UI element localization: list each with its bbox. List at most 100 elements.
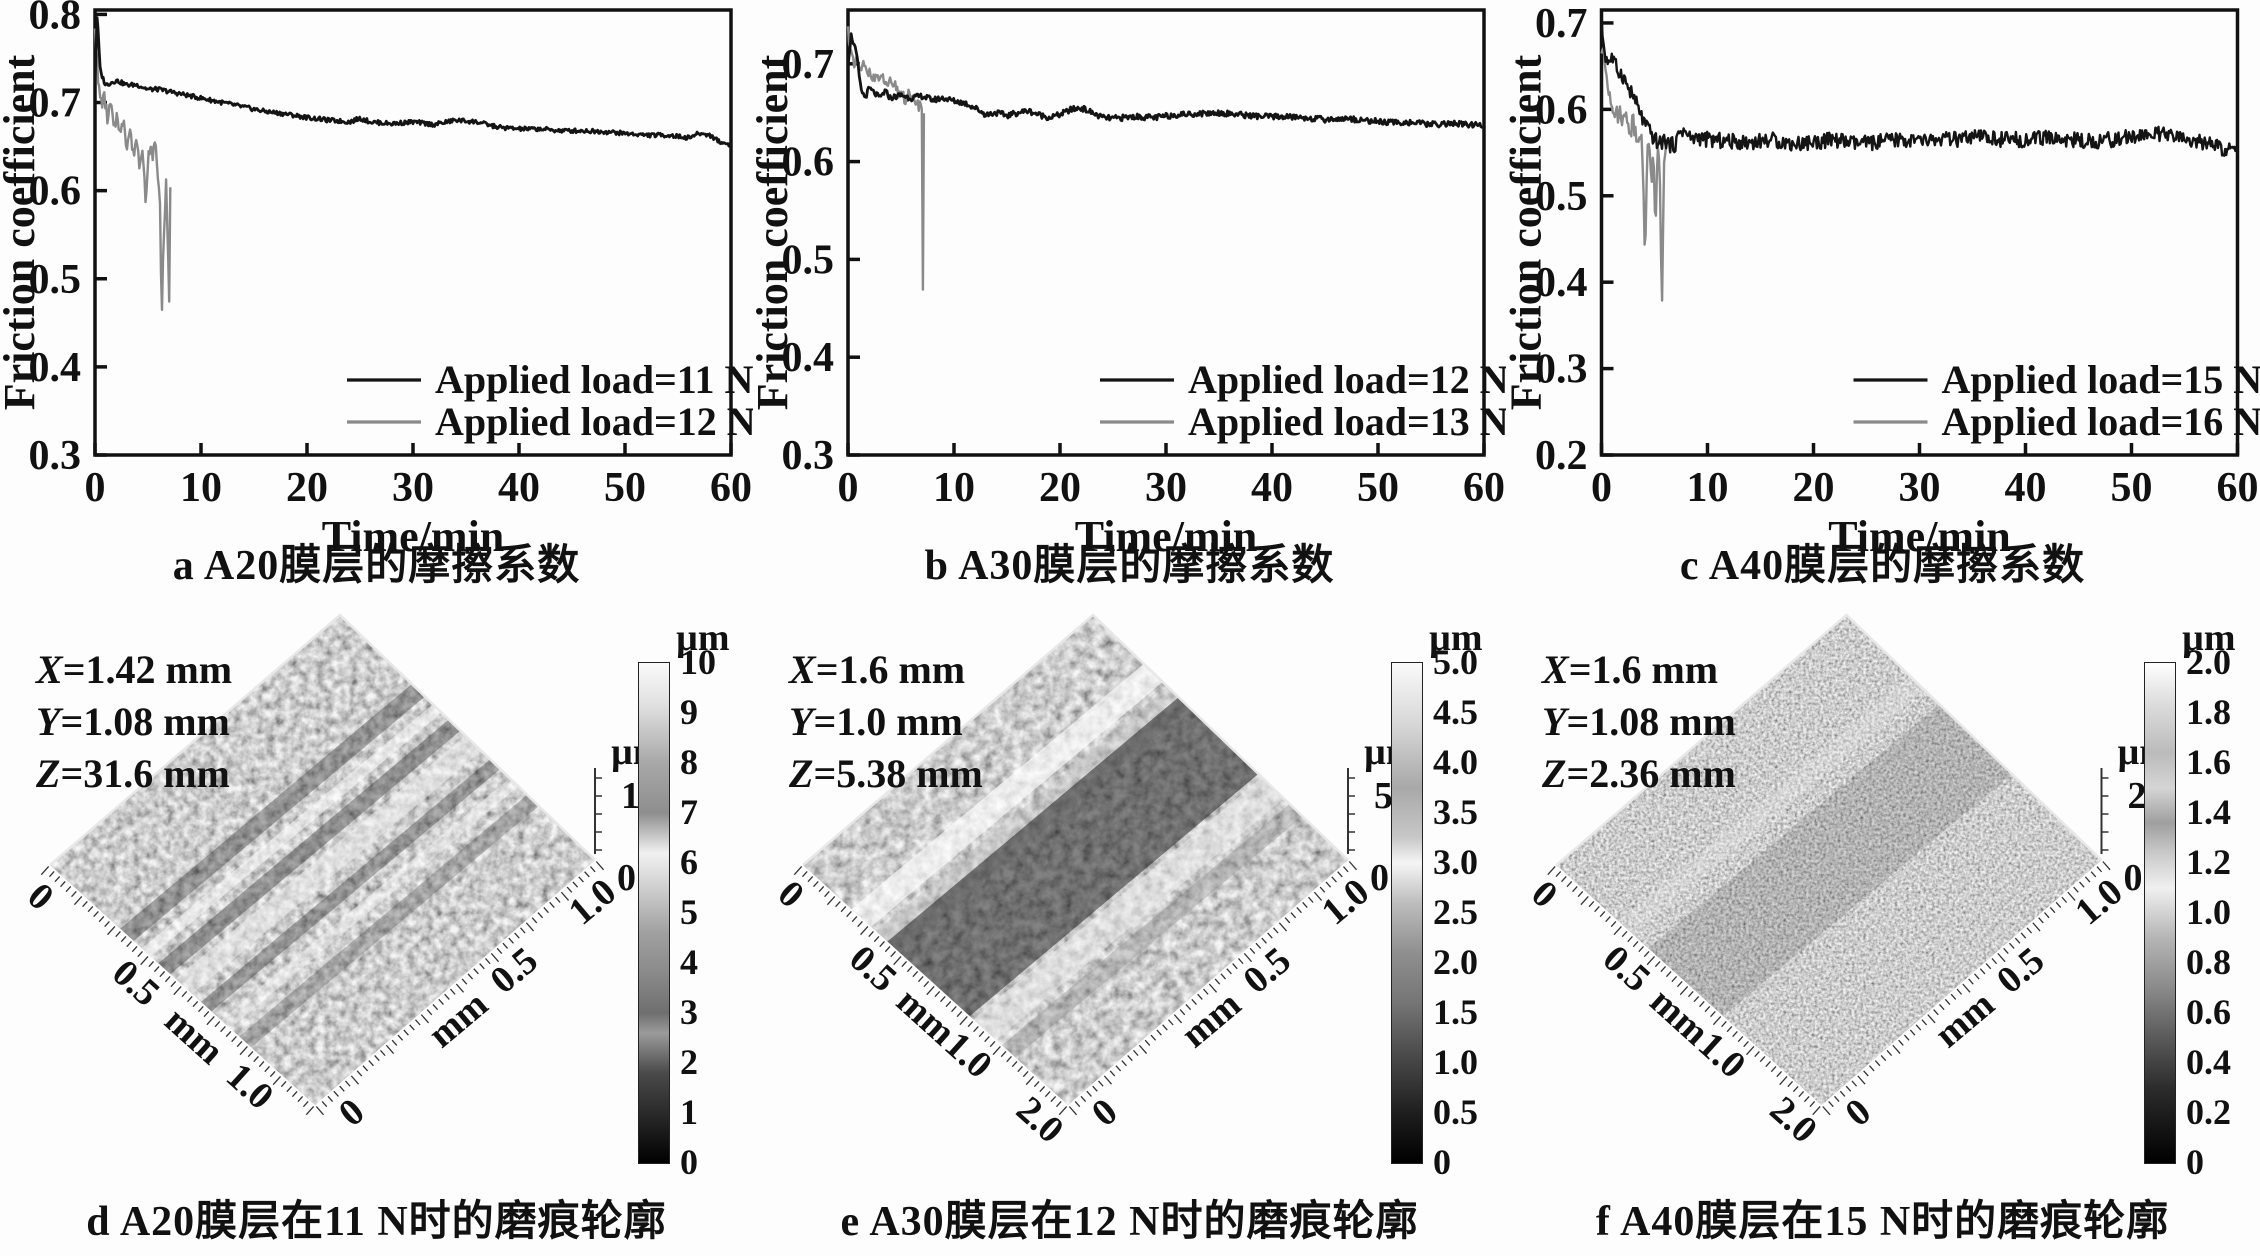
colorbar-f: µm 2.0 1.8 1.6 1.4 1.2 1.0 0.8 0.6 0.4 0.2 0 (2144, 616, 2259, 1182)
colorbar-gradient (1391, 662, 1423, 1164)
dimension-z: Z=5.38 mm (789, 751, 983, 796)
z-axis-max: 5 (1374, 775, 1393, 817)
dimension-y: Y=1.0 mm (789, 699, 963, 744)
dimension-z: Z=31.6 mm (36, 751, 230, 796)
colorbar-tick-label: 1.2 (2186, 842, 2231, 882)
surface-top-edge (1555, 613, 2103, 866)
axis-tick-label-3d: 0 (1523, 872, 1565, 916)
legend-label: Applied load=12 N (435, 399, 753, 444)
x-tick-label: 10 (180, 465, 222, 511)
y-tick-label: 0.6 (782, 140, 835, 186)
colorbar-tick-label: 1 (680, 1092, 698, 1132)
y-tick-label: 0.4 (1535, 260, 1588, 306)
colorbar-tick-label: 3.0 (1433, 842, 1478, 882)
legend-item: Applied load=11 N (347, 357, 753, 402)
colorbar-tick-label: 1.0 (2186, 892, 2231, 932)
y-tick-label: 0.6 (1535, 87, 1588, 133)
colorbar-d: µm 10 9 8 7 6 5 4 3 2 1 0 (638, 616, 753, 1182)
colorbar-tick-label: 4 (680, 942, 698, 982)
axis-tick-comb (315, 861, 605, 1116)
x-tick-label: 40 (1251, 465, 1293, 511)
colorbar-ticks: 10 9 8 7 6 5 4 3 2 1 0 (670, 642, 740, 1182)
colorbar-tick-label: 0.4 (2186, 1042, 2231, 1082)
x-tick-label: 10 (1687, 465, 1729, 511)
colorbar-tick-label: 8 (680, 742, 698, 782)
dimension-x: X=1.42 mm (36, 647, 233, 692)
legend-item: Applied load=15 N (1853, 357, 2260, 402)
x-tick-label: 60 (710, 465, 752, 511)
y-tick-label: 0.8 (29, 0, 82, 38)
colorbar-tick-label: 7 (680, 792, 698, 832)
legend-label: Applied load=13 N (1188, 399, 1506, 444)
legend-label: Applied load=16 N (1942, 399, 2260, 444)
colorbar-tick-label: 3.5 (1433, 792, 1478, 832)
line-chart-a30: 0.3 0.4 0.5 0.6 0.7 0 10 20 30 40 50 60 Time/min Fric… (753, 8, 1506, 561)
colorbar-tick-label: 0 (2186, 1142, 2204, 1182)
colorbar-tick-label: 6 (680, 842, 698, 882)
x-tick-label: 50 (1357, 465, 1399, 511)
chart-c-caption: c A40膜层的摩擦系数 (1679, 543, 2086, 589)
colorbar-gradient (638, 662, 670, 1164)
dimension-z: Z=2.36 mm (1542, 751, 1736, 796)
y-tick-label: 0.7 (29, 81, 82, 127)
axis-tick-comb (1068, 861, 1358, 1116)
colorbar-tick-label: 0 (1433, 1142, 1451, 1182)
chart-c-friction-a40: 0.2 0.3 0.4 0.5 0.6 0.7 0 10 20 30 40 50 60 Time/min F… (1506, 0, 2260, 600)
x-tick-label: 0 (1591, 465, 1612, 511)
axis-tick-label-3d: 0 (1084, 1091, 1126, 1135)
axis-ticks: 0.3 0.4 0.5 0.6 0.7 0.8 0 10 20 30 40 50 60 (29, 0, 753, 511)
x-tick-label: 60 (1463, 465, 1505, 511)
surface-top-edge (802, 613, 1349, 866)
colorbar-tick-label: 2.5 (1433, 892, 1478, 932)
axis-tick-comb (793, 866, 1068, 1116)
legend-item: Applied load=12 N (1100, 357, 1506, 402)
axis-tick-label-3d: 0 (19, 875, 61, 919)
legend-label: Applied load=15 N (1942, 357, 2260, 402)
x-tick-label: 50 (604, 465, 646, 511)
y-tick-label: 0.4 (29, 345, 82, 391)
colorbar-tick-label: 1.6 (2186, 742, 2231, 782)
y-tick-label: 0.7 (1535, 1, 1588, 47)
colorbar-tick-label: 0.6 (2186, 992, 2231, 1032)
surface-e-caption: e A30膜层在12 N时的磨痕轮廓 (840, 1199, 1419, 1245)
line-chart-a40: 0.2 0.3 0.4 0.5 0.6 0.7 0 10 20 30 40 50 60 Time/min F… (1506, 1, 2260, 561)
x-axis-label: Time/min (322, 512, 505, 561)
colorbar-tick-label: 4.0 (1433, 742, 1478, 782)
legend-item: Applied load=13 N (1100, 399, 1506, 444)
y-tick-label: 0.5 (29, 257, 82, 303)
colorbar-tick-label: 0 (680, 1142, 698, 1182)
axis-tick-label-3d: 0 (770, 872, 812, 916)
colorbar-unit: µm (1429, 617, 1483, 659)
axis-tick-comb (40, 866, 315, 1116)
dimension-x: X=1.6 mm (789, 647, 966, 692)
y-axis-label: Friction coefficient (0, 54, 44, 410)
y-axis-label: Friction coefficient (753, 54, 797, 410)
surface-f-caption: f A40膜层在15 N时的磨痕轮廓 (1595, 1199, 2170, 1245)
colorbar-tick-label: 1.4 (2186, 792, 2231, 832)
surface-top-edge (49, 613, 596, 866)
colorbar-tick-label: 5.0 (1433, 642, 1478, 682)
colorbar-ticks: 2.0 1.8 1.6 1.4 1.2 1.0 0.8 0.6 0.4 0.2 0 (2176, 642, 2246, 1182)
z-axis-min: 0 (1370, 857, 1389, 899)
axis-tick-comb (1822, 861, 2111, 1116)
x-tick-label: 40 (2005, 465, 2047, 511)
colorbar-unit: µm (676, 617, 730, 659)
line-chart-a20: 0.3 0.4 0.5 0.6 0.7 0.8 0 10 20 30 40 50 60 Time/min F… (0, 0, 753, 561)
y-tick-label: 0.2 (1535, 433, 1588, 479)
x-tick-label: 40 (498, 465, 540, 511)
x-tick-label: 20 (1793, 465, 1835, 511)
x-tick-label: 20 (286, 465, 328, 511)
chart-a-friction-a20: 0.3 0.4 0.5 0.6 0.7 0.8 0 10 20 30 40 50 60 Time/min F… (0, 0, 753, 600)
x-tick-label: 60 (2217, 465, 2259, 511)
axis-ticks: 0.2 0.3 0.4 0.5 0.6 0.7 0 10 20 30 40 50 60 (1535, 1, 2259, 511)
chart-b-caption: b A30膜层的摩擦系数 (924, 543, 1335, 589)
colorbar-e: µm 5.0 4.5 4.0 3.5 3.0 2.5 2.0 1.5 1.0 0.5 0 (1391, 616, 1506, 1182)
x-tick-label: 20 (1039, 465, 1081, 511)
legend-label: Applied load=12 N (1188, 357, 1506, 402)
y-tick-label: 0.3 (1535, 347, 1588, 393)
x-axis-label: Time/min (1075, 512, 1258, 561)
